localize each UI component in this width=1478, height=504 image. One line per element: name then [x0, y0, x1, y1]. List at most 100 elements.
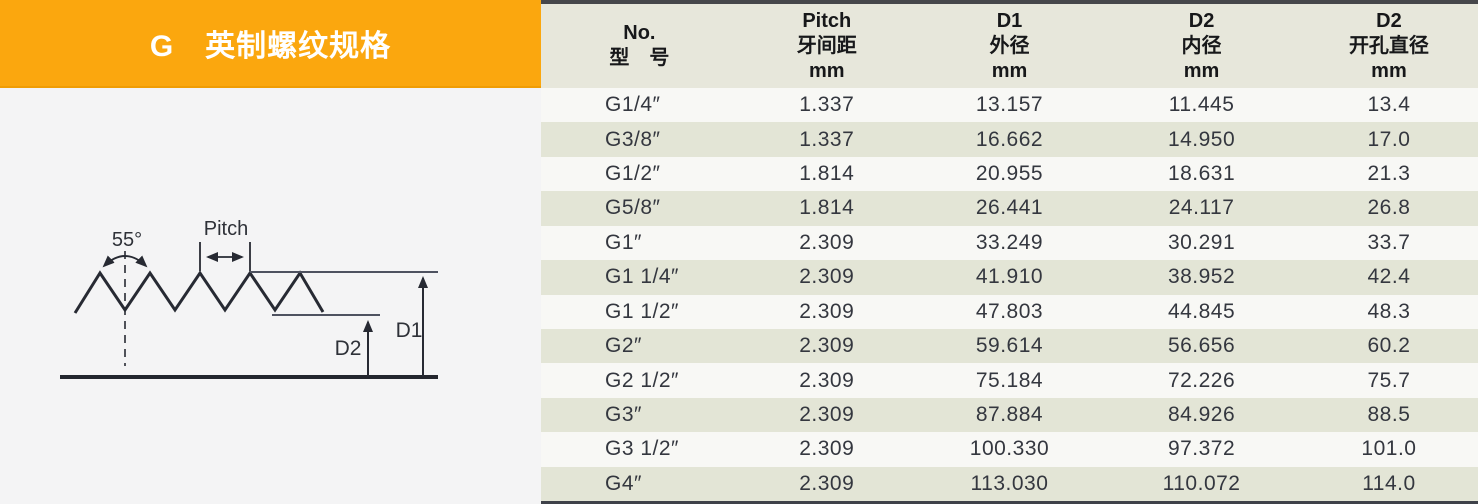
- table-row: G1/4″ 1.337 13.157 11.445 13.4: [541, 88, 1478, 123]
- cell-d1: 13.157: [975, 93, 1044, 117]
- cell-d2: 84.926: [1167, 403, 1236, 426]
- cell-type: G3 1/2″: [605, 437, 679, 461]
- table-row: G1 1/4″ 2.309 41.910 38.952 42.4: [541, 260, 1478, 295]
- cell-d2: 97.372: [1167, 437, 1236, 461]
- cell-type: G2 1/2″: [605, 368, 679, 392]
- table-body: G1/4″ 1.337 13.157 11.445 13.4 G3/8″ 1.3…: [541, 88, 1478, 502]
- cell-d1: 20.955: [975, 162, 1044, 186]
- header-line: Pitch: [802, 9, 852, 32]
- thread-zigzag: [73, 270, 325, 314]
- table-row: G5/8″ 1.814 26.441 24.117 26.8: [541, 191, 1478, 226]
- cell-pitch: 2.309: [799, 368, 855, 392]
- d2-label: D2: [335, 337, 362, 360]
- cell-type: G1 1/2″: [605, 299, 679, 323]
- header-line: No.: [623, 22, 656, 44]
- cell-drill: 114.0: [1362, 471, 1416, 495]
- cell-d1: 75.184: [975, 368, 1044, 392]
- thread-diagram-svg: 55° Pitch D1 D2: [60, 218, 438, 379]
- cell-pitch: 1.337: [799, 127, 855, 151]
- cell-pitch: 1.814: [799, 162, 855, 186]
- header-line: mm: [1183, 59, 1220, 82]
- table-row: G3/8″ 1.337 16.662 14.950 17.0: [541, 122, 1478, 157]
- table-row: G3″ 2.309 87.884 84.926 88.5: [541, 397, 1478, 433]
- header-line: 内径: [1181, 34, 1222, 57]
- angle-label: 55°: [112, 229, 142, 251]
- table-row: G1″ 2.309 33.249 30.291 33.7: [541, 225, 1478, 261]
- cell-d1: 16.662: [975, 127, 1044, 151]
- column-header-no: No. 型 号: [541, 4, 738, 88]
- spec-table: No. 型 号 Pitch 牙间距 mm D1 外径 mm D2 内径 mm D…: [541, 0, 1478, 504]
- cell-drill: 42.4: [1367, 265, 1411, 289]
- cell-d1: 33.249: [975, 230, 1044, 254]
- cell-pitch: 1.814: [799, 196, 855, 220]
- cell-d2: 30.291: [1167, 230, 1236, 254]
- cell-type: G1″: [605, 230, 642, 254]
- cell-d2: 24.117: [1168, 196, 1235, 220]
- cell-d2: 18.631: [1167, 162, 1236, 186]
- cell-pitch: 2.309: [799, 230, 855, 254]
- cell-type: G1/2″: [605, 162, 661, 186]
- cell-pitch: 2.309: [799, 334, 855, 358]
- cell-pitch: 2.309: [799, 437, 855, 461]
- header-line: D2: [1376, 9, 1402, 32]
- cell-pitch: 1.337: [799, 93, 855, 117]
- header-line: D1: [996, 9, 1023, 32]
- table-row: G1/2″ 1.814 20.955 18.631 21.3: [541, 156, 1478, 192]
- cell-pitch: 2.309: [799, 403, 855, 426]
- table-row: G4″ 2.309 113.030 110.072 114.0: [541, 466, 1478, 502]
- cell-type: G1 1/4″: [605, 265, 679, 289]
- d1-label: D1: [396, 319, 423, 342]
- cell-type: G3/8″: [605, 127, 661, 151]
- header-line: 型 号: [609, 47, 670, 69]
- section-title: G 英制螺纹规格: [149, 30, 392, 63]
- cell-d2: 110.072: [1162, 471, 1241, 495]
- cell-pitch: 2.309: [799, 471, 855, 495]
- cell-d1: 87.884: [975, 403, 1044, 426]
- cell-type: G4″: [605, 471, 642, 495]
- cell-drill: 26.8: [1367, 196, 1411, 220]
- thread-profile-diagram: 55° Pitch D1 D2: [0, 88, 541, 504]
- column-header-d2: D2 内径 mm: [1103, 4, 1300, 88]
- cell-type: G1/4″: [605, 93, 661, 117]
- cell-d2: 56.656: [1167, 334, 1236, 358]
- cell-type: G5/8″: [605, 196, 661, 220]
- header-line: 开孔直径: [1348, 34, 1429, 57]
- cell-drill: 33.7: [1367, 230, 1411, 254]
- column-header-drill: D2 开孔直径 mm: [1300, 4, 1478, 88]
- cell-drill: 75.7: [1367, 368, 1411, 392]
- header-line: mm: [991, 59, 1028, 82]
- cell-d1: 100.330: [969, 437, 1050, 461]
- cell-pitch: 2.309: [799, 265, 855, 289]
- cell-drill: 17.0: [1367, 127, 1411, 151]
- table-row: G3 1/2″ 2.309 100.330 97.372 101.0: [541, 432, 1478, 467]
- cell-d1: 59.614: [975, 334, 1044, 358]
- column-header-d1: D1 外径 mm: [916, 4, 1103, 88]
- section-banner: G 英制螺纹规格: [0, 0, 541, 88]
- cell-pitch: 2.309: [799, 299, 855, 323]
- cell-type: G3″: [605, 403, 642, 426]
- table-row: G1 1/2″ 2.309 47.803 44.845 48.3: [541, 294, 1478, 329]
- cell-d1: 41.910: [975, 265, 1044, 289]
- cell-drill: 13.4: [1367, 93, 1411, 117]
- cell-d2: 44.845: [1167, 299, 1236, 323]
- header-line: D2: [1188, 9, 1215, 32]
- cell-d2: 38.952: [1167, 265, 1236, 289]
- cell-d1: 26.441: [975, 196, 1044, 220]
- cell-drill: 48.3: [1367, 299, 1411, 323]
- cell-drill: 21.3: [1367, 162, 1411, 186]
- cell-d2: 11.445: [1168, 93, 1235, 117]
- table-header-row: No. 型 号 Pitch 牙间距 mm D1 外径 mm D2 内径 mm D…: [541, 4, 1478, 88]
- table-row: G2 1/2″ 2.309 75.184 72.226 75.7: [541, 363, 1478, 398]
- header-line: 牙间距: [796, 34, 857, 57]
- header-line: mm: [1371, 59, 1407, 82]
- cell-d2: 72.226: [1167, 368, 1236, 392]
- cell-d1: 47.803: [975, 299, 1044, 323]
- cell-drill: 88.5: [1367, 403, 1411, 426]
- cell-d1: 113.030: [970, 471, 1049, 495]
- cell-drill: 60.2: [1367, 334, 1411, 358]
- column-header-pitch: Pitch 牙间距 mm: [738, 4, 916, 88]
- cell-type: G2″: [605, 334, 642, 358]
- left-panel: G 英制螺纹规格: [0, 0, 541, 504]
- cell-drill: 101.0: [1361, 437, 1417, 461]
